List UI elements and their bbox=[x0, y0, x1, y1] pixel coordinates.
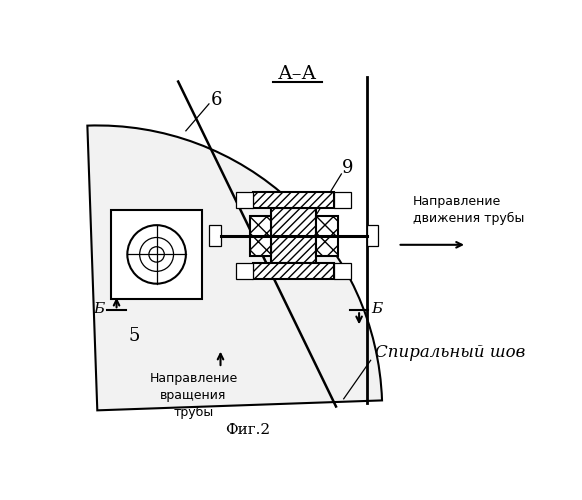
Bar bbox=[316, 216, 338, 256]
Wedge shape bbox=[87, 126, 382, 410]
Text: 9: 9 bbox=[342, 159, 353, 177]
Bar bbox=[253, 192, 334, 208]
Bar bbox=[250, 216, 271, 256]
Text: 5: 5 bbox=[129, 326, 140, 344]
Text: Направление
вращения
трубы: Направление вращения трубы bbox=[150, 372, 237, 419]
Text: Спиральный шов: Спиральный шов bbox=[374, 344, 525, 361]
Text: Б: Б bbox=[93, 302, 104, 316]
Text: Б: Б bbox=[371, 302, 383, 316]
Bar bbox=[271, 208, 316, 264]
Bar bbox=[236, 264, 253, 278]
Text: Направление
движения трубы: Направление движения трубы bbox=[413, 195, 524, 225]
Bar bbox=[334, 264, 351, 278]
Bar bbox=[253, 264, 334, 278]
Bar bbox=[209, 225, 221, 246]
Bar bbox=[334, 192, 351, 208]
Bar bbox=[111, 210, 202, 298]
Bar bbox=[236, 192, 253, 208]
Text: 6: 6 bbox=[211, 91, 222, 109]
Text: Фиг.2: Фиг.2 bbox=[225, 422, 270, 436]
Bar bbox=[367, 225, 378, 246]
Text: А–А: А–А bbox=[278, 65, 317, 83]
